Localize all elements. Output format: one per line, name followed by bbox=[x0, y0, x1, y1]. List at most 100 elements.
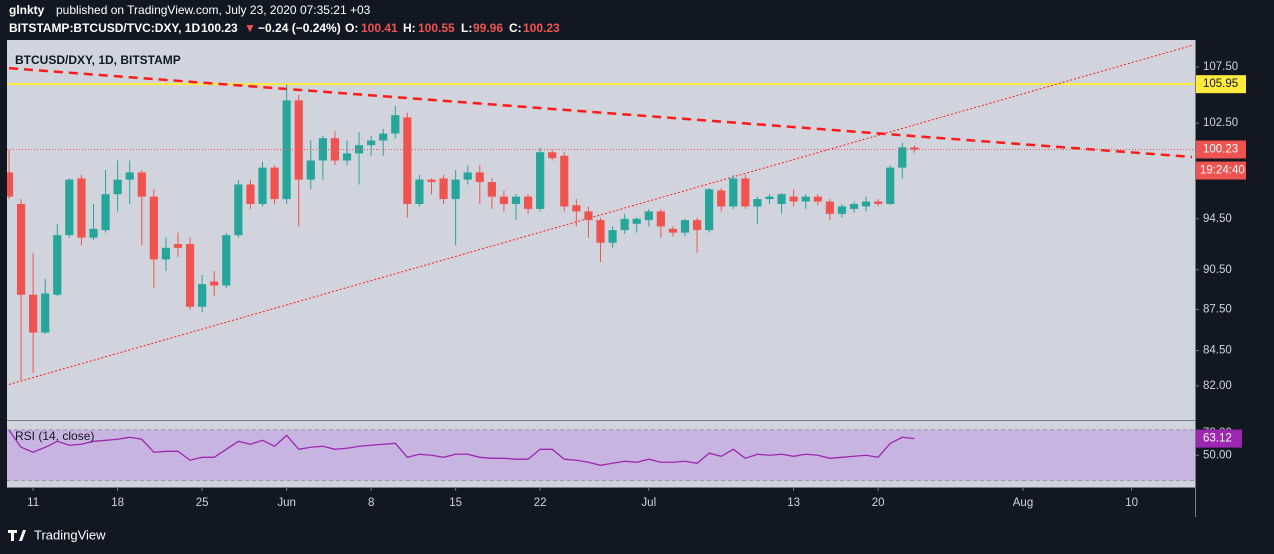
candle-body bbox=[584, 211, 593, 221]
x-tick-label: 8 bbox=[368, 497, 374, 509]
candle-body bbox=[125, 172, 134, 180]
candle-body bbox=[451, 179, 460, 200]
legend-title: BTCUSD/DXY, 1D, BITSTAMP bbox=[15, 53, 181, 67]
candle-body bbox=[439, 178, 448, 200]
candle-body bbox=[137, 172, 146, 197]
candle-body bbox=[765, 196, 774, 200]
x-tick-label: Jun bbox=[277, 497, 296, 509]
ohlc-value: 100.23 bbox=[523, 21, 560, 35]
candle-body bbox=[41, 293, 50, 333]
candle-body bbox=[270, 167, 279, 200]
price-pane bbox=[7, 44, 1195, 385]
x-tick-label: 11 bbox=[27, 497, 39, 509]
x-tick-label: 13 bbox=[787, 497, 800, 509]
ohlc-label: O: bbox=[345, 21, 358, 35]
candle-body bbox=[560, 155, 569, 207]
candle-body bbox=[342, 153, 352, 161]
candle-body bbox=[173, 244, 183, 248]
y-tick-label: 94.50 bbox=[1203, 213, 1232, 225]
ohlc-label: C: bbox=[509, 21, 522, 35]
candle-body bbox=[656, 211, 665, 227]
candle-body bbox=[161, 247, 171, 260]
candle-body bbox=[53, 235, 62, 295]
candle-body bbox=[801, 196, 810, 202]
ohlc-label: H: bbox=[403, 21, 416, 35]
x-tick-label: 10 bbox=[1125, 497, 1138, 509]
candle-body bbox=[149, 196, 158, 260]
change: −0.24 (−0.24%) bbox=[258, 21, 341, 35]
candle-body bbox=[258, 167, 267, 204]
author: glnkty bbox=[9, 3, 45, 17]
y-tick-label: 107.50 bbox=[1203, 61, 1238, 73]
candle-body bbox=[367, 140, 376, 146]
chart-background bbox=[7, 40, 1195, 487]
candle-body bbox=[632, 218, 641, 224]
candle-body bbox=[210, 281, 219, 286]
candle-body bbox=[874, 201, 883, 204]
candle-body bbox=[813, 196, 822, 202]
ohlc-value: 99.96 bbox=[473, 21, 503, 35]
ohlc-label: L: bbox=[461, 21, 472, 35]
candle-body bbox=[379, 133, 388, 141]
y-tick-label: 90.50 bbox=[1203, 264, 1232, 276]
candle-body bbox=[222, 235, 231, 286]
candle-body bbox=[825, 201, 834, 214]
candle-body bbox=[475, 172, 484, 183]
candle-body bbox=[620, 218, 629, 231]
countdown-box bbox=[1196, 161, 1246, 180]
candle-body bbox=[789, 196, 798, 202]
rsi-band bbox=[7, 429, 1195, 481]
candle-body bbox=[886, 167, 895, 204]
y-tick-label: 82.00 bbox=[1203, 380, 1232, 392]
candle-body bbox=[511, 196, 521, 204]
y-tick-label: 84.50 bbox=[1203, 345, 1232, 357]
x-tick-label: 25 bbox=[196, 497, 209, 509]
candle-body bbox=[668, 228, 678, 233]
candle-body bbox=[185, 244, 195, 307]
x-tick-label: 22 bbox=[534, 497, 547, 509]
countdown: 19:24:40 bbox=[1200, 165, 1245, 177]
symbol: BITSTAMP:BTCUSD/TVC:DXY, 1D bbox=[9, 21, 200, 35]
candle-body bbox=[415, 179, 424, 204]
candle-body bbox=[729, 178, 738, 207]
candle-body bbox=[306, 160, 315, 180]
candle-body bbox=[499, 196, 509, 204]
candle-body bbox=[65, 179, 74, 236]
candle-body bbox=[572, 205, 581, 212]
candle-body bbox=[16, 203, 26, 295]
x-tick-label: Aug bbox=[1013, 497, 1033, 509]
candle-body bbox=[596, 220, 605, 243]
candle-body bbox=[77, 178, 86, 238]
rsi-line bbox=[8, 429, 915, 466]
logo-icon bbox=[8, 530, 26, 541]
rsi-title: RSI (14, close) bbox=[15, 429, 94, 443]
candle-body bbox=[548, 152, 557, 159]
candle-body bbox=[692, 220, 702, 231]
ohlc-value: 100.41 bbox=[361, 21, 398, 35]
overlay: BTCUSD/DXY, 1D, BITSTAMP RSI (14, close)… bbox=[7, 40, 1246, 517]
candle-body bbox=[910, 147, 919, 150]
x-tick-label: 18 bbox=[111, 497, 124, 509]
candle-body bbox=[837, 206, 847, 214]
price-label: 105.95 bbox=[1203, 78, 1238, 90]
x-tick-label: Jul bbox=[641, 497, 656, 509]
candle-body bbox=[29, 294, 38, 333]
x-tick-label: 20 bbox=[872, 497, 885, 509]
candle-body bbox=[427, 179, 436, 183]
candle-body bbox=[234, 184, 243, 236]
logo: TradingView bbox=[8, 527, 106, 542]
candle-body bbox=[89, 228, 98, 238]
candle-body bbox=[7, 172, 14, 197]
candle-body bbox=[741, 178, 750, 207]
candle-body bbox=[246, 184, 255, 204]
candle-body bbox=[101, 194, 110, 231]
candle-body bbox=[354, 145, 364, 154]
brand: TradingView bbox=[34, 527, 106, 542]
y-tick-label: 50.00 bbox=[1203, 449, 1232, 461]
candle-body bbox=[753, 199, 762, 207]
last-price-box bbox=[1196, 140, 1246, 159]
trend-line bbox=[8, 44, 1193, 385]
candle-body bbox=[523, 196, 533, 209]
change-arrow: ▼ bbox=[244, 21, 256, 35]
